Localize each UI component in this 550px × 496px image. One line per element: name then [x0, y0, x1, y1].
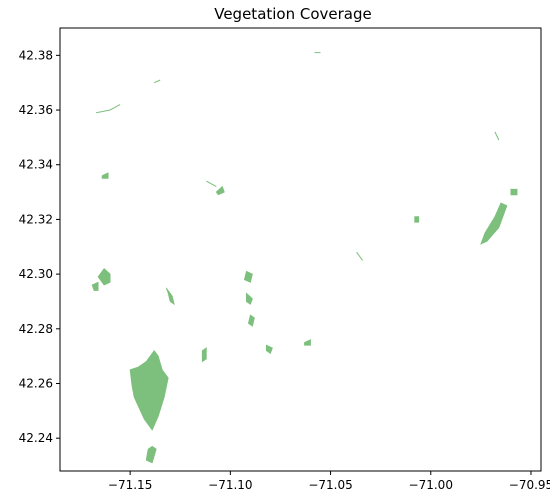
- x-tick-label: −71.10: [208, 478, 252, 492]
- vegetation-strip-2: [356, 251, 364, 261]
- axes-frame: [59, 27, 542, 472]
- chart-title: Vegetation Coverage: [214, 5, 372, 23]
- vegetation-patch-1: [97, 268, 111, 286]
- x-axis: −71.15 −71.10 −71.05 −71.00 −70.95: [108, 471, 550, 492]
- vegetation-strip-0: [96, 104, 121, 114]
- vegetation-patch-12: [510, 188, 518, 196]
- vegetation-patch-4: [165, 287, 175, 306]
- y-axis: 42.24 42.26 42.28 42.30 42.32 42.34 42.36 42.38: [19, 48, 60, 445]
- vegetation-patch-0: [129, 350, 169, 431]
- vegetation-patch-6: [243, 270, 253, 283]
- y-tick-label: 42.36: [19, 103, 53, 117]
- x-tick-label: −70.95: [509, 478, 550, 492]
- y-tick-label: 42.32: [19, 212, 53, 226]
- vegetation-patch-8: [247, 314, 255, 327]
- vegetation-patch-11: [480, 202, 508, 245]
- vegetation-patch-3: [145, 445, 157, 464]
- vegetation-patch-14: [101, 172, 109, 179]
- y-tick-label: 42.34: [19, 158, 53, 172]
- vegetation-patch-2: [91, 281, 99, 291]
- y-tick-label: 42.30: [19, 267, 53, 281]
- vegetation-patch-7: [245, 292, 253, 305]
- y-tick-label: 42.24: [19, 431, 53, 445]
- vegetation-patch-5: [201, 347, 207, 363]
- x-tick-label: −71.00: [409, 478, 453, 492]
- y-tick-label: 42.28: [19, 322, 53, 336]
- vegetation-patch-10: [304, 339, 311, 346]
- vegetation-strip-1: [206, 180, 217, 188]
- y-tick-label: 42.26: [19, 376, 53, 390]
- y-tick-label: 42.38: [19, 48, 53, 62]
- vegetation-strip-3: [494, 131, 500, 141]
- plot-area: [91, 52, 518, 464]
- vegetation-patch-9: [265, 344, 273, 355]
- vegetation-patch-15: [215, 185, 225, 196]
- vegetation-strip-5: [153, 79, 161, 84]
- vegetation-patch-13: [414, 216, 420, 223]
- x-tick-label: −71.05: [308, 478, 352, 492]
- x-tick-label: −71.15: [108, 478, 152, 492]
